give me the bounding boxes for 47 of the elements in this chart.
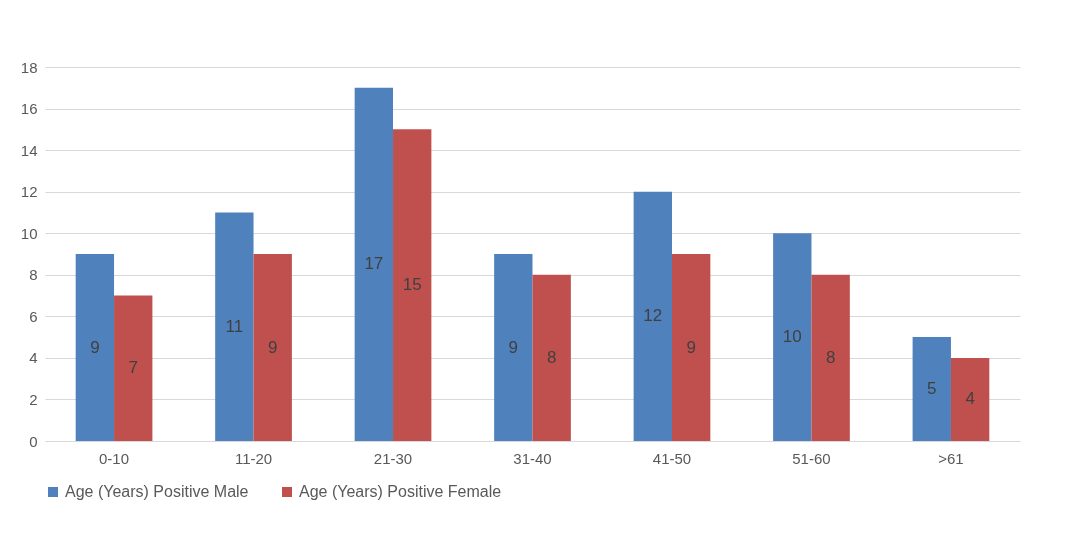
bar <box>950 357 990 441</box>
x-tick-label: 11-20 <box>234 449 273 467</box>
y-tick-label: 2 <box>29 390 38 408</box>
y-tick-label: 8 <box>29 266 38 284</box>
x-tick-label: 21-30 <box>373 449 413 467</box>
x-tick-label: 51-60 <box>792 449 831 467</box>
bar <box>532 274 571 441</box>
data-label: 10 <box>782 327 802 347</box>
bar <box>253 254 292 441</box>
x-tick-label: 31-40 <box>513 449 552 467</box>
bar <box>811 274 850 441</box>
x-tick-label: >61 <box>938 449 964 467</box>
data-label: 15 <box>402 275 422 295</box>
legend-label: Age (Years) Positive Female <box>299 483 502 500</box>
bar <box>114 295 153 441</box>
y-tick-label: 14 <box>20 141 38 159</box>
bar <box>912 337 951 441</box>
y-tick-label: 16 <box>20 100 38 118</box>
data-label: 17 <box>364 254 384 274</box>
x-tick-label: 0-10 <box>99 449 130 467</box>
data-label: 9 <box>90 337 100 357</box>
data-label: 9 <box>508 337 519 357</box>
bar <box>633 191 672 441</box>
y-tick-label: 18 <box>20 58 38 76</box>
data-label: 11 <box>225 316 244 336</box>
y-tick-label: 6 <box>29 307 38 325</box>
bar <box>494 254 533 441</box>
bar <box>75 254 115 441</box>
legend-label: Age (Years) Positive Male <box>65 483 249 500</box>
y-tick-label: 4 <box>29 349 38 367</box>
data-label: 8 <box>546 347 557 367</box>
data-label: 9 <box>267 337 278 357</box>
data-label: 5 <box>927 379 937 399</box>
data-label: 7 <box>128 358 138 378</box>
y-tick-label: 12 <box>20 183 38 201</box>
y-tick-label: 10 <box>20 224 38 242</box>
bar <box>354 87 394 441</box>
bar <box>671 254 711 441</box>
bar <box>215 212 254 441</box>
data-label: 4 <box>965 389 975 409</box>
x-tick-label: 41-50 <box>652 449 692 467</box>
data-label: 12 <box>643 306 663 326</box>
data-label: 8 <box>825 347 836 367</box>
y-tick-label: 0 <box>29 432 38 450</box>
bar <box>773 233 812 441</box>
bar <box>393 129 432 441</box>
data-label: 9 <box>686 337 696 357</box>
